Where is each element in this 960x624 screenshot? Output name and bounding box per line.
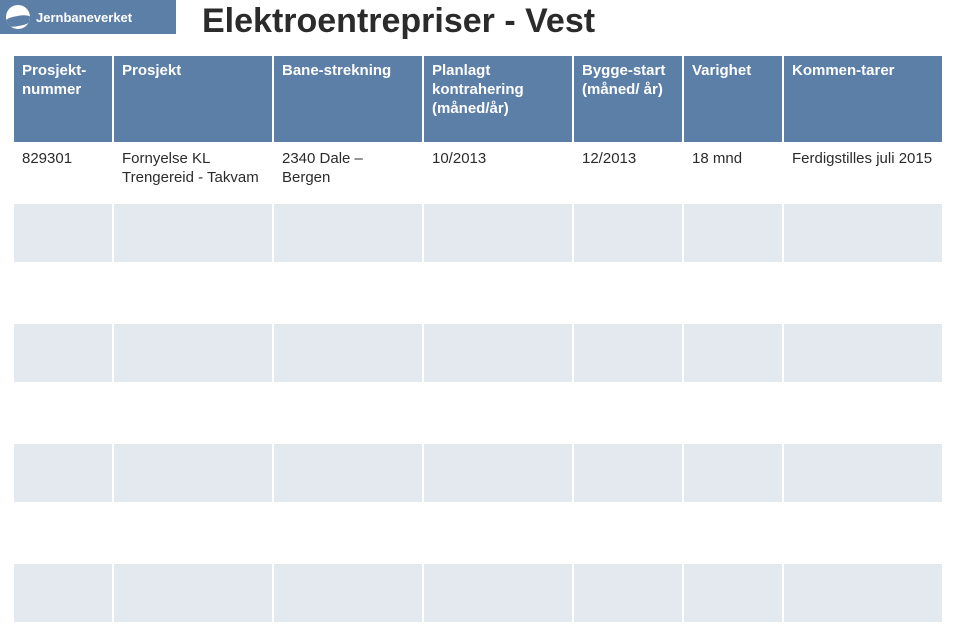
cell-bane [273,263,423,323]
table-row [13,563,943,623]
cell-bane [273,323,423,383]
projects-table: Prosjekt-nummer Prosjekt Bane-strekning … [12,54,944,624]
cell-plan: 10/2013 [423,143,573,203]
page-title: Elektroentrepriser - Vest [202,2,595,41]
cell-num [13,443,113,503]
cell-varighet [683,563,783,623]
cell-kommentar [783,503,943,563]
cell-prosjekt [113,263,273,323]
cell-num [13,263,113,323]
cell-prosjekt [113,443,273,503]
cell-bane [273,443,423,503]
th-banestrekning: Bane-strekning [273,55,423,143]
cell-prosjekt [113,323,273,383]
cell-bane [273,503,423,563]
cell-kommentar [783,203,943,263]
table-row [13,503,943,563]
th-prosjekt: Prosjekt [113,55,273,143]
cell-kommentar [783,443,943,503]
th-planlagt: Planlagt kontrahering (måned/år) [423,55,573,143]
cell-plan [423,383,573,443]
cell-kommentar [783,323,943,383]
cell-varighet [683,203,783,263]
cell-num [13,383,113,443]
table-header-row: Prosjekt-nummer Prosjekt Bane-strekning … [13,55,943,143]
cell-plan [423,503,573,563]
th-varighet: Varighet [683,55,783,143]
cell-num [13,203,113,263]
cell-bygge [573,503,683,563]
cell-bane [273,383,423,443]
cell-kommentar: Ferdigstilles juli 2015 [783,143,943,203]
cell-prosjekt [113,503,273,563]
cell-bygge [573,443,683,503]
cell-plan [423,323,573,383]
cell-bane [273,203,423,263]
cell-num [13,503,113,563]
brand-logo-icon [6,5,30,29]
brand-name: Jernbaneverket [36,10,132,25]
cell-bygge [573,263,683,323]
cell-prosjekt: Fornyelse KL Trengereid - Takvam [113,143,273,203]
table-row [13,263,943,323]
cell-kommentar [783,383,943,443]
brand-logo-strip: Jernbaneverket [0,0,176,34]
cell-prosjekt [113,383,273,443]
th-prosjektnummer: Prosjekt-nummer [13,55,113,143]
cell-num [13,563,113,623]
table-row [13,443,943,503]
cell-plan [423,563,573,623]
cell-varighet [683,263,783,323]
cell-num [13,323,113,383]
cell-varighet [683,503,783,563]
table-row [13,203,943,263]
cell-kommentar [783,263,943,323]
table-row [13,323,943,383]
table-row: 829301 Fornyelse KL Trengereid - Takvam … [13,143,943,203]
cell-bygge [573,383,683,443]
cell-bane: 2340 Dale – Bergen [273,143,423,203]
cell-bygge [573,323,683,383]
cell-plan [423,203,573,263]
cell-varighet: 18 mnd [683,143,783,203]
cell-kommentar [783,563,943,623]
cell-num: 829301 [13,143,113,203]
th-byggestart: Bygge-start (måned/ år) [573,55,683,143]
cell-prosjekt [113,563,273,623]
cell-plan [423,263,573,323]
cell-plan [423,443,573,503]
table-body: 829301 Fornyelse KL Trengereid - Takvam … [13,143,943,623]
th-kommentarer: Kommen-tarer [783,55,943,143]
cell-varighet [683,443,783,503]
cell-prosjekt [113,203,273,263]
cell-varighet [683,323,783,383]
cell-varighet [683,383,783,443]
cell-bygge: 12/2013 [573,143,683,203]
cell-bane [273,563,423,623]
table-row [13,383,943,443]
cell-bygge [573,203,683,263]
cell-bygge [573,563,683,623]
